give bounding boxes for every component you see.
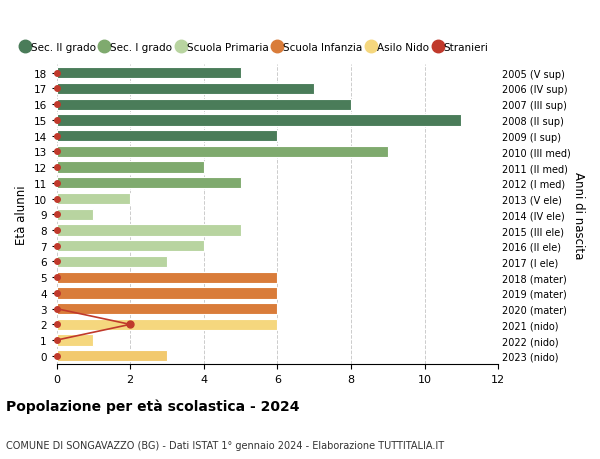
Bar	[56, 335, 94, 346]
Bar	[56, 162, 204, 174]
Bar	[56, 256, 167, 268]
Bar	[56, 84, 314, 95]
Bar	[56, 115, 461, 126]
Bar	[56, 272, 277, 283]
Bar	[56, 178, 241, 189]
Text: COMUNE DI SONGAVAZZO (BG) - Dati ISTAT 1° gennaio 2024 - Elaborazione TUTTITALIA: COMUNE DI SONGAVAZZO (BG) - Dati ISTAT 1…	[6, 440, 444, 450]
Bar	[56, 68, 241, 79]
Bar	[56, 288, 277, 299]
Text: Popolazione per età scolastica - 2024: Popolazione per età scolastica - 2024	[6, 398, 299, 413]
Bar	[56, 225, 241, 236]
Y-axis label: Età alunni: Età alunni	[15, 185, 28, 245]
Bar	[56, 319, 277, 330]
Legend: Sec. II grado, Sec. I grado, Scuola Primaria, Scuola Infanzia, Asilo Nido, Stran: Sec. II grado, Sec. I grado, Scuola Prim…	[18, 39, 493, 57]
Bar	[56, 303, 277, 314]
Bar	[56, 99, 351, 111]
Bar	[56, 241, 204, 252]
Bar	[56, 131, 277, 142]
Bar	[56, 146, 388, 158]
Bar	[56, 209, 94, 220]
Bar	[56, 350, 167, 362]
Bar	[56, 194, 130, 205]
Y-axis label: Anni di nascita: Anni di nascita	[572, 171, 585, 258]
